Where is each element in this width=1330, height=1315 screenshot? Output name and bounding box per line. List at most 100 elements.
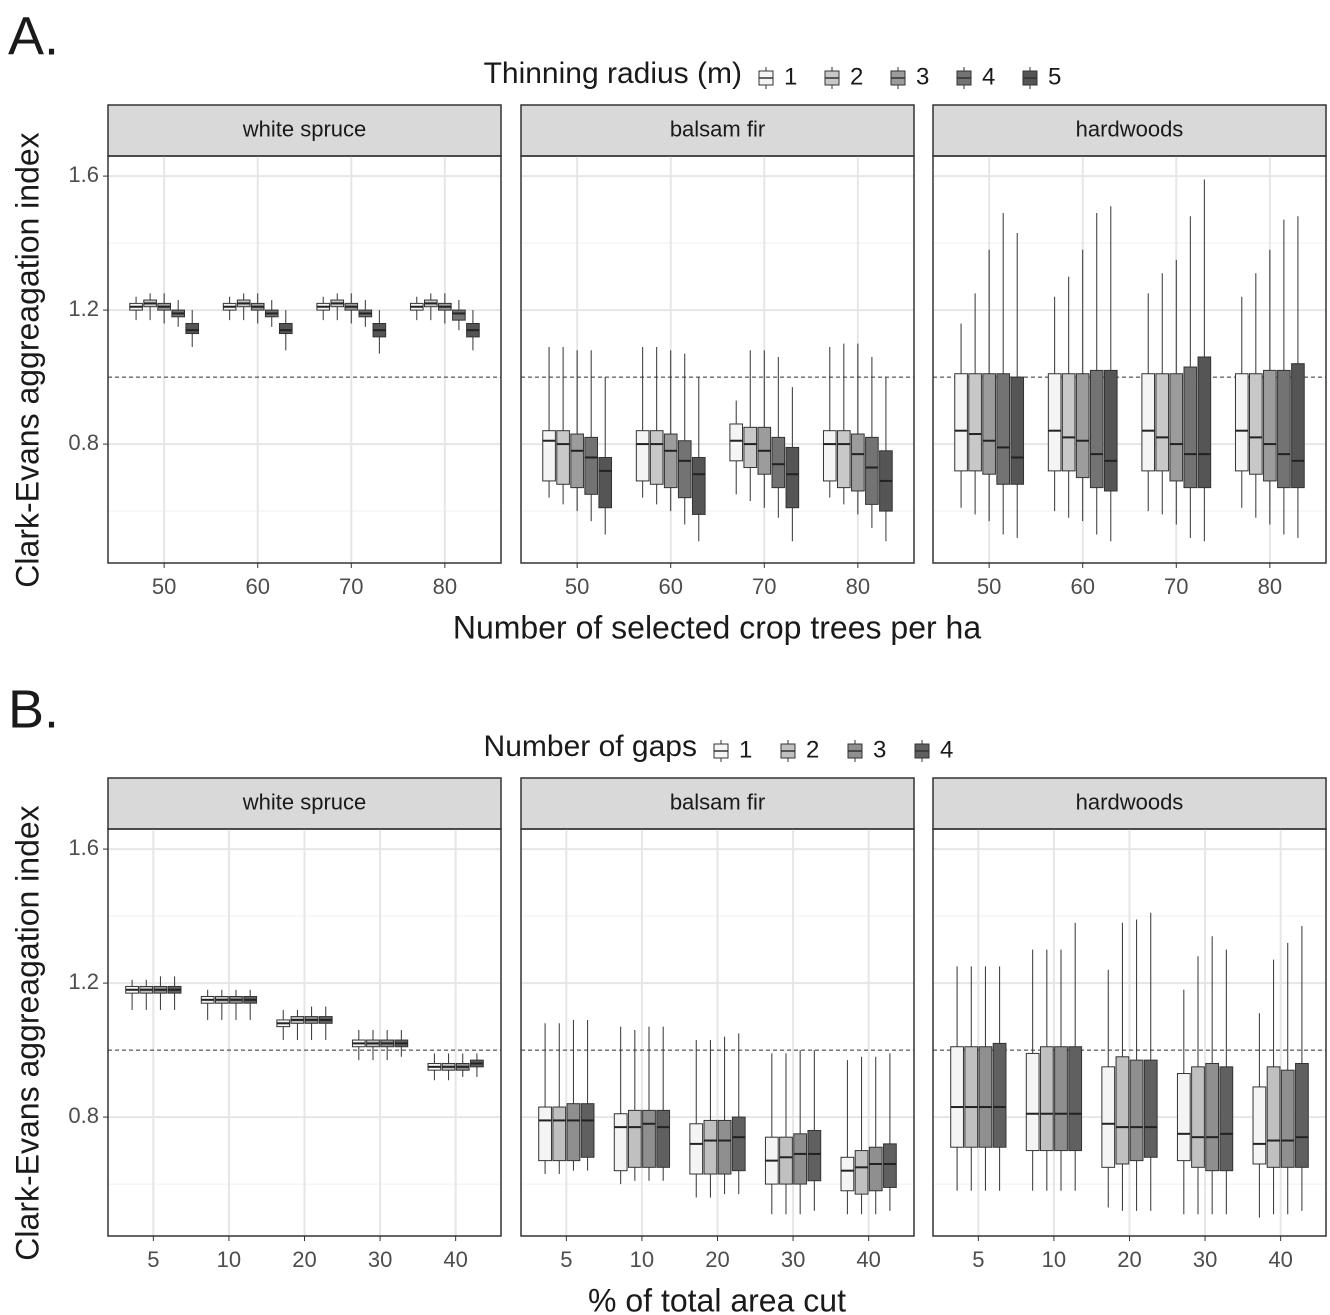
box [570,433,584,489]
box [1280,1069,1295,1168]
x-tick-label: 10 [630,1247,654,1272]
x-tick-label: 30 [1193,1247,1217,1272]
box [1115,1056,1130,1165]
box [542,430,556,482]
strip [107,777,502,830]
legend-label: 1 [739,736,752,763]
x-tick-label: 30 [368,1247,392,1272]
strip [520,777,915,830]
box [552,1106,567,1162]
x-tick-label: 50 [565,574,589,599]
x-tick-label: 80 [846,574,870,599]
box [837,430,851,489]
box [1010,376,1025,485]
x-tick-label: 70 [339,574,363,599]
box [677,440,692,499]
box [580,1103,595,1158]
y-tick-label: 0.8 [68,1103,99,1128]
box [538,1106,552,1162]
box [556,430,570,485]
box [1191,1066,1205,1168]
box [771,436,786,489]
box [1075,373,1090,479]
box [703,1119,718,1175]
box [1155,373,1170,472]
panel-label: B. [8,679,59,739]
x-tick-label: 80 [433,574,457,599]
box [627,1109,642,1168]
y-axis-title: Clark-Evans aggreagation index [9,805,45,1260]
box [743,426,758,469]
legend-label: 3 [873,736,886,763]
legend-label: 1 [784,63,797,90]
y-tick-label: 0.8 [68,430,99,455]
panel-border [520,155,915,564]
strip [932,104,1327,157]
box [278,322,293,335]
box [1047,373,1062,472]
box [950,1046,964,1148]
box [779,1136,793,1185]
box [1039,1046,1054,1152]
box [793,1133,808,1185]
box [865,436,879,505]
box [883,1143,897,1188]
box [992,1042,1007,1148]
x-tick-label: 70 [752,574,776,599]
legend-label: 4 [940,736,953,763]
x-tick-label: 50 [977,574,1001,599]
x-tick-label: 70 [1164,574,1188,599]
y-tick-label: 1.6 [68,835,99,860]
x-tick-label: 10 [217,1247,241,1272]
box [731,1116,746,1172]
box [1266,1066,1281,1168]
legend-label: 3 [916,63,929,90]
box [954,373,968,472]
panel-label: A. [8,6,59,66]
box [1129,1059,1144,1162]
box [566,1103,581,1162]
strip-label: balsam fir [670,116,765,141]
box [663,433,678,489]
x-tick-label: 5 [147,1247,159,1272]
box [868,1146,883,1192]
box [1249,373,1263,475]
strip-label: white spruce [242,789,367,814]
strip [520,104,915,157]
box [978,1046,993,1148]
box [691,456,706,515]
box [1219,1066,1234,1172]
y-tick-label: 1.2 [68,296,99,321]
legend-label: 4 [982,63,995,90]
x-tick-label: 20 [1117,1247,1141,1272]
x-tick-label: 5 [560,1247,572,1272]
legend-title: Number of gaps [484,730,697,763]
box [1252,1086,1267,1165]
box [689,1123,704,1175]
legend-label: 2 [806,736,819,763]
box [1141,373,1156,472]
box [807,1129,822,1182]
box [598,456,613,509]
legend-label: 5 [1048,63,1061,90]
box [613,1113,628,1172]
box [982,373,996,475]
x-tick-label: 10 [1042,1247,1066,1272]
box [649,430,664,485]
box [996,373,1010,485]
x-tick-label: 40 [856,1247,880,1272]
strip-label: white spruce [242,116,367,141]
x-tick-label: 60 [245,574,269,599]
strip-label: balsam fir [670,789,765,814]
y-tick-label: 1.2 [68,969,99,994]
box [1025,1052,1040,1152]
box [1061,373,1076,472]
x-tick-label: 20 [705,1247,729,1272]
box [1103,369,1118,492]
x-tick-label: 50 [152,574,176,599]
x-tick-label: 80 [1258,574,1282,599]
box [185,322,200,335]
box [785,446,800,509]
box [1277,369,1291,489]
